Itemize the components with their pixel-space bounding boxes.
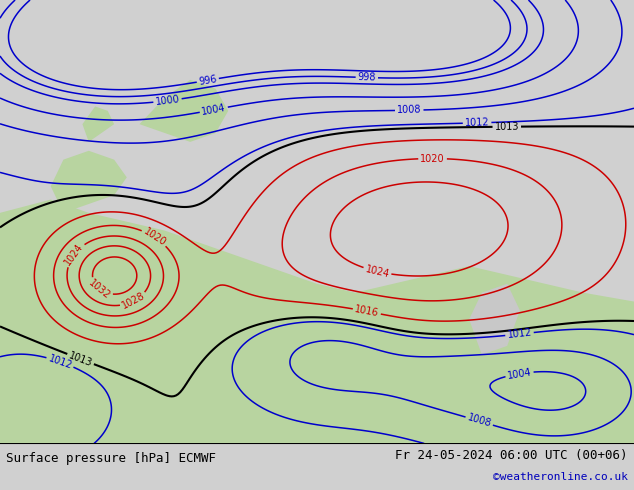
Text: 1020: 1020 xyxy=(141,226,167,248)
Polygon shape xyxy=(82,106,114,142)
Text: 1028: 1028 xyxy=(120,291,147,311)
Polygon shape xyxy=(0,199,634,443)
Text: 1013: 1013 xyxy=(495,122,519,132)
Text: 996: 996 xyxy=(198,74,217,87)
Text: 1012: 1012 xyxy=(47,353,74,370)
Polygon shape xyxy=(51,151,127,213)
Text: Surface pressure [hPa] ECMWF: Surface pressure [hPa] ECMWF xyxy=(6,452,216,465)
Text: 1012: 1012 xyxy=(507,328,533,340)
Text: 1032: 1032 xyxy=(87,277,112,301)
Text: ©weatheronline.co.uk: ©weatheronline.co.uk xyxy=(493,472,628,482)
Text: 1024: 1024 xyxy=(364,264,391,279)
Text: 1004: 1004 xyxy=(201,102,227,117)
Text: 1008: 1008 xyxy=(397,105,422,116)
Polygon shape xyxy=(469,284,520,355)
Text: Fr 24-05-2024 06:00 UTC (00+06): Fr 24-05-2024 06:00 UTC (00+06) xyxy=(395,448,628,462)
Polygon shape xyxy=(127,80,228,142)
Polygon shape xyxy=(545,346,634,443)
Text: 1024: 1024 xyxy=(63,242,86,268)
Text: 1016: 1016 xyxy=(354,304,380,319)
Text: 1013: 1013 xyxy=(67,350,94,368)
Text: 1020: 1020 xyxy=(420,153,445,164)
Polygon shape xyxy=(165,346,216,390)
Text: 1008: 1008 xyxy=(466,413,493,429)
Text: 998: 998 xyxy=(358,72,376,83)
Text: 1004: 1004 xyxy=(507,367,533,381)
Text: 1012: 1012 xyxy=(465,118,489,128)
Text: 1000: 1000 xyxy=(155,94,180,107)
